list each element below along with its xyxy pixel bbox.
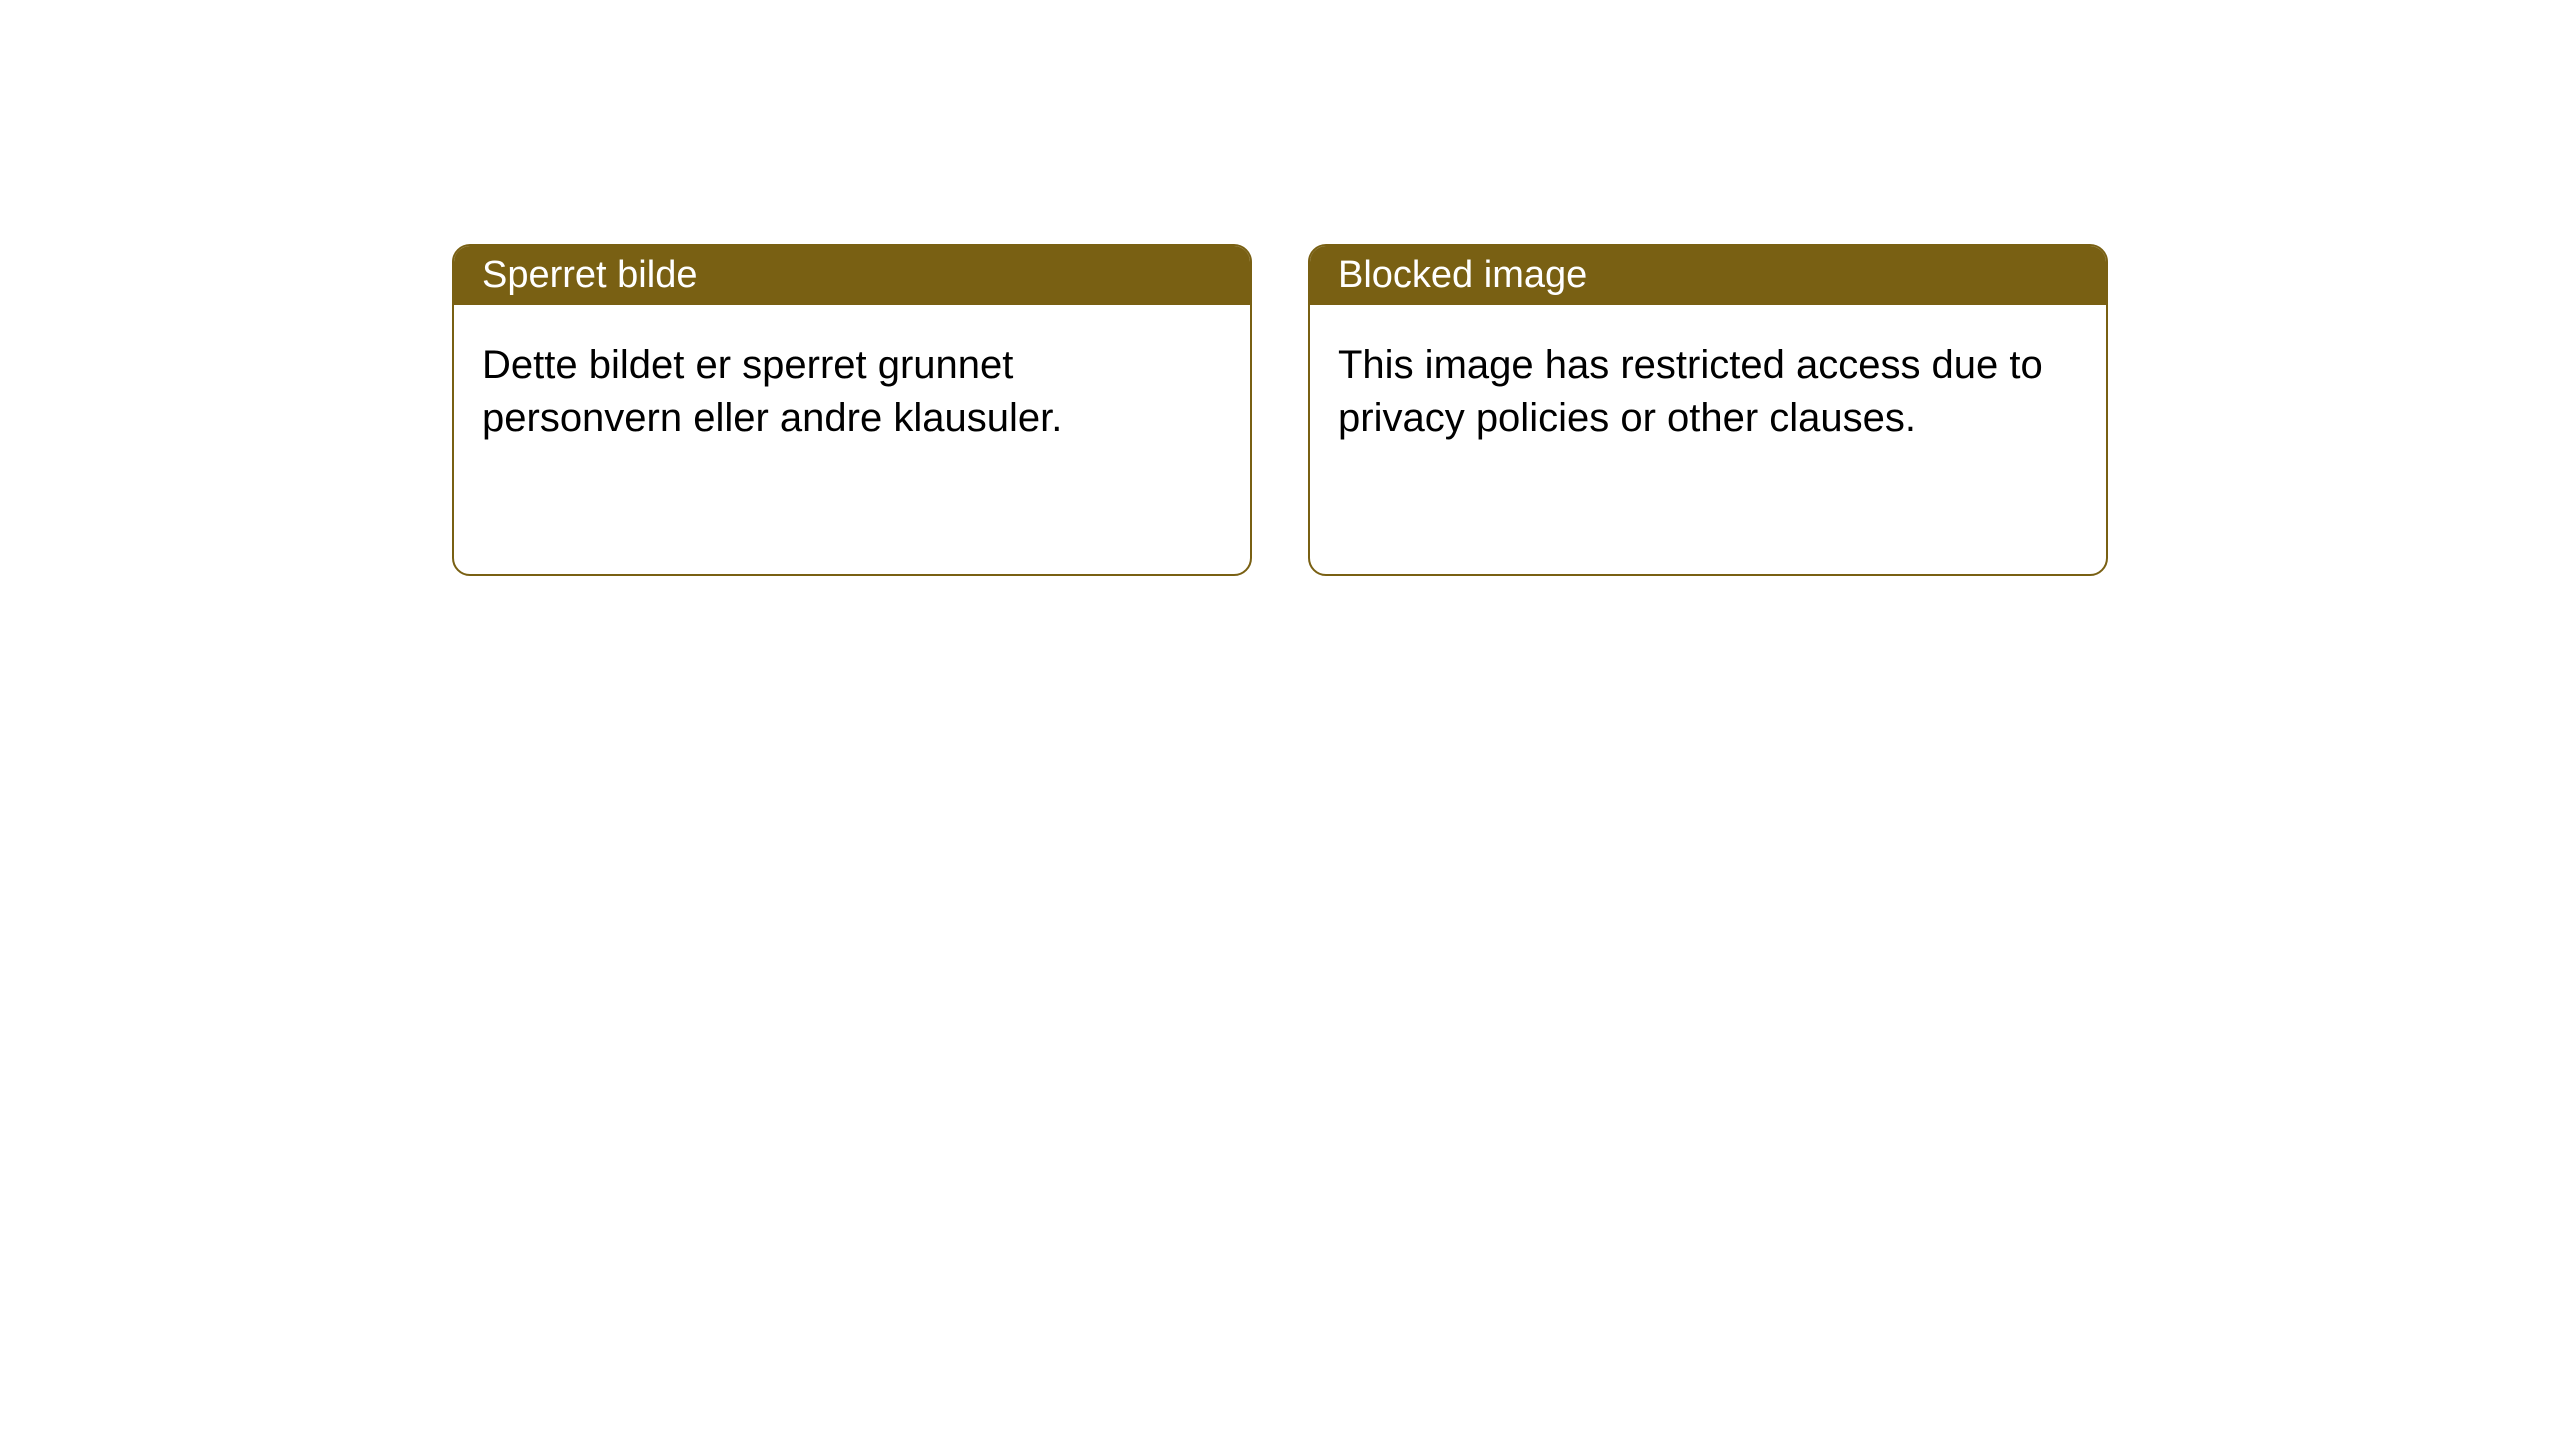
notice-container: Sperret bilde Dette bildet er sperret gr… <box>452 244 2108 576</box>
blocked-image-card-norwegian: Sperret bilde Dette bildet er sperret gr… <box>452 244 1252 576</box>
card-body-norwegian: Dette bildet er sperret grunnet personve… <box>454 305 1250 479</box>
card-body-english: This image has restricted access due to … <box>1310 305 2106 479</box>
blocked-image-card-english: Blocked image This image has restricted … <box>1308 244 2108 576</box>
card-header-english: Blocked image <box>1310 246 2106 305</box>
card-header-norwegian: Sperret bilde <box>454 246 1250 305</box>
